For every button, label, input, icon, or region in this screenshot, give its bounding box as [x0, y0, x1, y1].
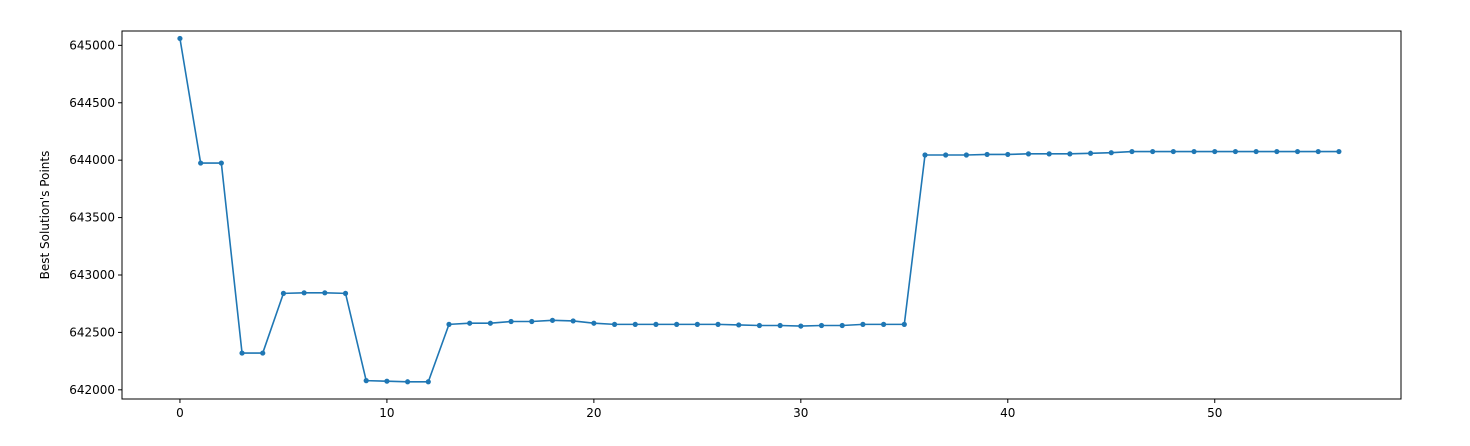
data-point: [508, 318, 514, 325]
data-point: [1129, 148, 1135, 155]
y-tick-label: 642500: [69, 325, 115, 339]
data-point: [301, 290, 307, 296]
data-point: [736, 322, 742, 328]
x-tick-label: 40: [1000, 406, 1015, 420]
series-line: [179, 38, 1339, 383]
data-point: [405, 379, 411, 385]
data-point: [818, 322, 825, 329]
y-tick-label: 644500: [69, 96, 115, 110]
data-point: [549, 317, 556, 323]
data-point: [756, 322, 763, 329]
data-point: [715, 321, 721, 327]
data-point: [839, 322, 845, 329]
data-point: [1087, 150, 1094, 156]
data-point: [653, 321, 659, 327]
data-point: [963, 152, 969, 158]
data-point: [384, 378, 390, 384]
data-point: [342, 290, 349, 296]
x-tick-label: 20: [586, 406, 601, 420]
data-point: [1005, 151, 1011, 158]
data-point: [901, 321, 907, 327]
data-point: [1274, 148, 1280, 155]
y-tick-label: 643500: [69, 211, 115, 225]
data-point: [239, 350, 245, 356]
data-point: [881, 321, 887, 327]
data-point: [1191, 148, 1197, 155]
data-point: [1232, 148, 1239, 155]
data-point: [280, 290, 287, 296]
y-tick-label: 642000: [69, 383, 115, 397]
data-point: [1294, 148, 1301, 155]
x-axis: 0 10 20 30 40 50: [176, 399, 1222, 420]
data-point: [1150, 148, 1156, 155]
y-axis-label: Best Solution's Points: [38, 151, 52, 280]
plot-frame: [121, 30, 1402, 400]
data-point: [632, 321, 638, 327]
data-point: [570, 318, 576, 324]
data-point: [984, 151, 990, 158]
data-point: [446, 321, 452, 327]
data-point: [1108, 150, 1114, 156]
data-point: [1315, 148, 1321, 155]
y-tick-label: 645000: [69, 38, 115, 52]
data-point: [798, 323, 804, 329]
data-point: [674, 321, 680, 327]
data-point: [529, 318, 535, 325]
x-tick-label: 10: [379, 406, 394, 420]
data-point: [1336, 148, 1342, 155]
data-point: [467, 320, 473, 326]
y-tick-label: 643000: [69, 268, 115, 282]
data-point: [177, 35, 183, 42]
data-point: [611, 321, 618, 327]
data-point: [260, 350, 266, 356]
data-point: [1067, 151, 1073, 157]
data-point: [777, 322, 783, 329]
data-point: [1253, 148, 1259, 155]
data-point: [1212, 148, 1218, 155]
data-point: [425, 379, 431, 385]
y-tick-label: 644000: [69, 153, 115, 167]
data-point: [218, 160, 224, 166]
data-point: [1170, 148, 1176, 155]
data-point: [198, 160, 204, 166]
data-point: [591, 320, 597, 326]
data-point: [363, 378, 369, 384]
plot-area: [177, 35, 1342, 385]
data-point: [922, 152, 928, 158]
data-point: [1025, 151, 1032, 157]
data-point: [322, 290, 328, 296]
data-point: [1046, 151, 1052, 157]
data-point: [860, 321, 866, 327]
x-tick-label: 30: [793, 406, 808, 420]
data-point: [694, 321, 700, 327]
data-point: [487, 320, 493, 326]
x-tick-label: 50: [1207, 406, 1222, 420]
x-tick-label: 0: [176, 406, 184, 420]
y-axis: 642000 642500 643000 643500 644000 644500 6450…: [69, 38, 122, 397]
data-point: [943, 152, 949, 158]
